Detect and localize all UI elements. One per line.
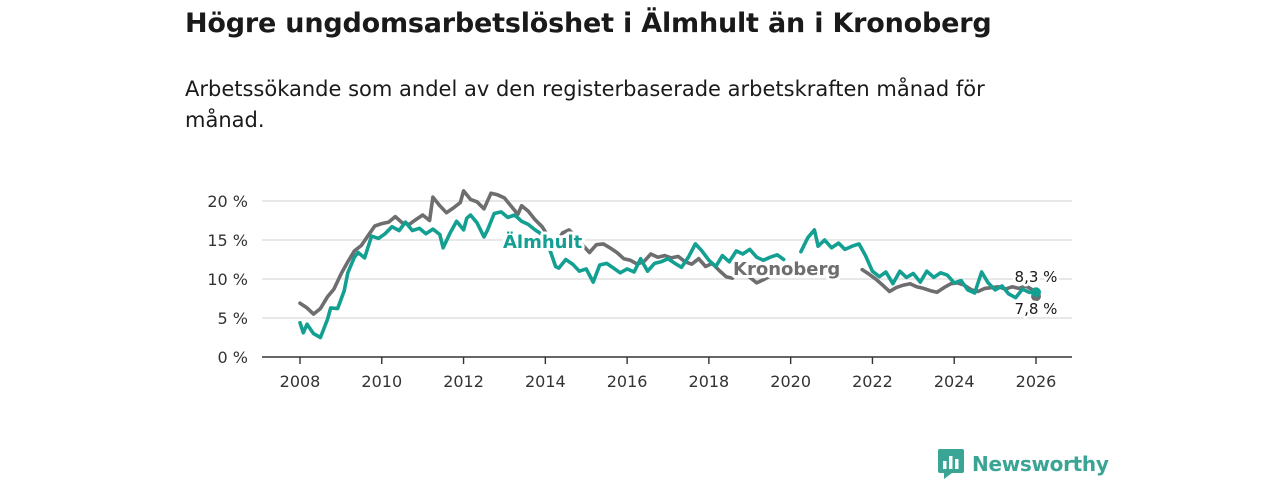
series-label-kronoberg-halo: Kronoberg — [733, 259, 840, 280]
series-label-almhult-halo: Älmhult — [503, 231, 583, 253]
grid-lines — [262, 200, 1072, 319]
axes: 0 % 5 % 10 % 15 % 20 % 2008 2010 2012 2014 2016 20… — [207, 192, 1072, 391]
x-tick-label: 2022 — [852, 372, 893, 391]
y-tick-label: 10 % — [207, 270, 248, 289]
x-tick-label: 2010 — [361, 372, 402, 391]
x-tick-label: 2014 — [525, 372, 566, 391]
end-value-almhult-halo: 8,3 % — [1015, 268, 1058, 286]
y-tick-label: 20 % — [207, 192, 248, 211]
series-line-kronoberg — [748, 274, 772, 285]
bar-chart-speech-icon — [938, 449, 964, 479]
series-line-kronoberg — [860, 267, 1038, 298]
x-tick-label: 2020 — [770, 372, 811, 391]
x-tick-label: 2026 — [1016, 372, 1057, 391]
y-tick-label: 0 % — [218, 348, 248, 367]
x-tick-label: 2024 — [934, 372, 975, 391]
y-tick-label: 15 % — [207, 231, 248, 250]
end-value-almhult: 8,3 % — [1015, 268, 1058, 286]
series-end-dot-almhult — [1031, 287, 1041, 298]
end-value-kronoberg-halo: 7,8 % — [1015, 300, 1058, 318]
chart-title: Högre ungdomsarbetslöshet i Älmhult än i… — [185, 8, 992, 39]
series-label-almhult: Älmhult — [503, 231, 583, 253]
x-tick-label: 2012 — [443, 372, 484, 391]
newsworthy-logo[interactable]: Newsworthy — [938, 449, 1109, 479]
brand-name: Newsworthy — [972, 452, 1109, 476]
chart-subtitle: Arbetssökande som andel av den registerb… — [185, 77, 985, 132]
y-tick-label: 5 % — [218, 309, 248, 328]
series-line-kronoberg — [298, 189, 735, 316]
x-tick-label: 2016 — [607, 372, 648, 391]
series-line-almhult — [298, 210, 786, 340]
x-tick-label: 2008 — [280, 372, 321, 391]
series-lines — [298, 189, 1041, 340]
series-label-kronoberg: Kronoberg — [733, 259, 840, 280]
x-tick-label: 2018 — [689, 372, 730, 391]
end-value-kronoberg: 7,8 % — [1015, 300, 1058, 318]
series-line-almhult — [799, 228, 1038, 300]
